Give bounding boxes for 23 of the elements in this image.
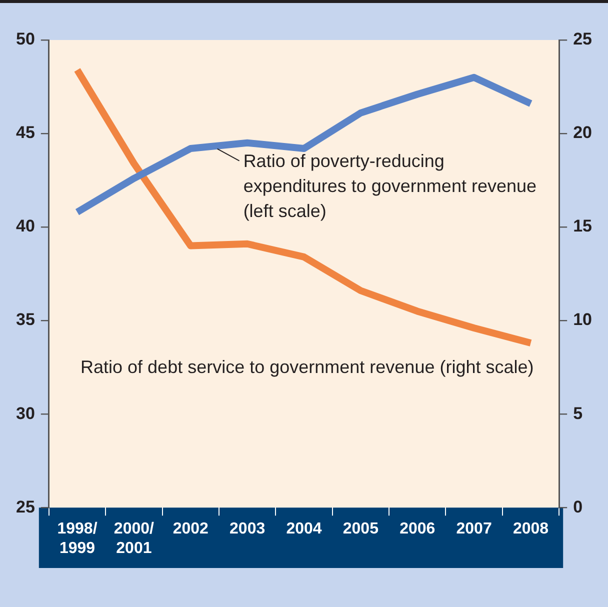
y-tick-label: 35 (16, 310, 35, 330)
x-tick-label: 2000/2001 (114, 520, 155, 557)
y-tick-label: 25 (16, 497, 35, 516)
x-tick-label: 2008 (512, 520, 549, 538)
series-label: Ratio of poverty-reducing expenditures to government revenue (left scale) (243, 150, 536, 221)
x-tick-label: 2005 (342, 520, 379, 538)
y-tick-label: 50 (16, 30, 35, 49)
y2-tick-label: 0 (573, 497, 583, 516)
series-label: Ratio of debt service to government revenue (right scale) (80, 356, 534, 377)
y-tick-label: 30 (16, 404, 35, 423)
x-tick-label: 2002 (172, 520, 209, 538)
y2-tick-label: 15 (573, 216, 592, 236)
y2-tick-label: 25 (573, 30, 592, 49)
y-tick-label: 40 (16, 216, 35, 236)
x-tick-label: 1998/1999 (57, 520, 98, 557)
x-tick-label: 2003 (230, 520, 266, 538)
y2-tick-label: 10 (573, 310, 592, 330)
y2-tick-label: 5 (573, 404, 583, 423)
x-tick-label: 2004 (286, 520, 322, 538)
y-tick-label: 45 (16, 123, 35, 142)
x-tick-label: 2006 (400, 520, 436, 538)
y2-tick-label: 20 (573, 123, 592, 142)
x-tick-label: 2007 (456, 520, 492, 538)
